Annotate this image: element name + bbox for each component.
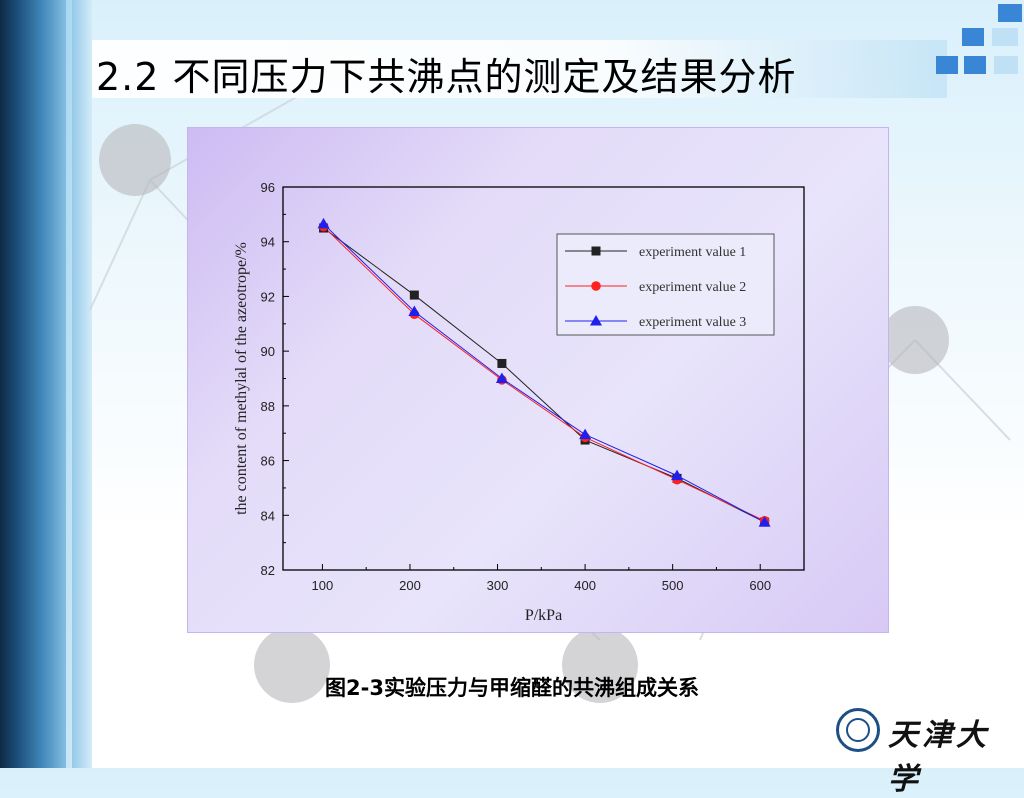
y-tick-label: 96 xyxy=(261,180,275,195)
y-tick-label: 86 xyxy=(261,454,275,469)
title-background xyxy=(92,40,947,98)
x-tick-label: 400 xyxy=(574,578,596,593)
data-point-series-3 xyxy=(408,305,421,316)
legend-marker-2 xyxy=(591,281,601,291)
data-point-series-3 xyxy=(671,469,684,481)
legend-label-1: experiment value 1 xyxy=(639,245,746,260)
y-tick-label: 94 xyxy=(261,235,275,250)
data-point-series-1 xyxy=(409,290,419,300)
left-decorative-bar xyxy=(0,0,92,768)
data-point-series-3 xyxy=(579,428,592,440)
series-line-2 xyxy=(323,226,765,522)
series-line-1 xyxy=(323,227,765,523)
y-tick-label: 92 xyxy=(261,289,275,304)
x-axis-label: P/kPa xyxy=(525,607,562,624)
legend-marker-1 xyxy=(591,246,601,256)
data-point-series-1 xyxy=(497,358,507,368)
x-tick-label: 600 xyxy=(749,578,771,593)
y-axis-label: the content of methylal of the azeotrope… xyxy=(233,242,250,515)
y-tick-label: 82 xyxy=(261,563,275,578)
legend-label-2: experiment value 2 xyxy=(639,280,746,295)
x-tick-label: 100 xyxy=(312,578,334,593)
series-line-3 xyxy=(323,223,765,523)
corner-squares-decoration xyxy=(936,4,1022,74)
y-tick-label: 84 xyxy=(261,508,275,523)
legend-label-3: experiment value 3 xyxy=(639,315,746,330)
figure-caption: 图2-3实验压力与甲缩醛的共沸组成关系 xyxy=(325,676,699,700)
data-point-series-3 xyxy=(495,372,508,383)
x-tick-label: 500 xyxy=(662,578,684,593)
x-tick-label: 200 xyxy=(399,578,421,593)
y-tick-label: 90 xyxy=(261,344,275,359)
university-name: 天津大学 xyxy=(888,718,990,797)
university-logo: 天津大学 xyxy=(836,706,1016,797)
left-decorative-stripe xyxy=(66,0,72,768)
legend-marker-3 xyxy=(590,315,602,326)
slide-title: 2.2 不同压力下共沸点的测定及结果分析 xyxy=(96,55,797,99)
university-seal-icon xyxy=(836,708,880,752)
y-tick-label: 88 xyxy=(261,399,275,414)
azeotrope-line-chart: 82 84 86 88 90 92 94 96 100 200 300 400 500 600 P/kPa t… xyxy=(233,180,805,624)
data-point-series-3 xyxy=(758,516,771,527)
data-point-series-3 xyxy=(317,217,330,229)
x-tick-label: 300 xyxy=(487,578,509,593)
chart-background-frame xyxy=(187,127,889,633)
